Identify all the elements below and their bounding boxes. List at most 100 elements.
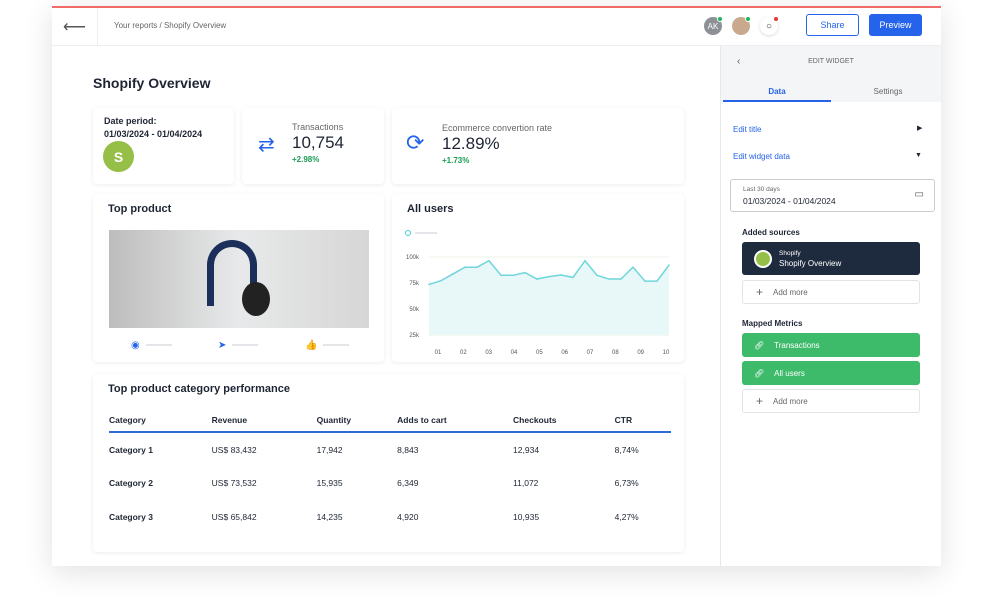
app-window: ⟵ Your reports / Shopify Overview AK ○ S… bbox=[52, 6, 941, 566]
panel-title: EDIT WIDGET bbox=[808, 58, 854, 65]
range-label: Last 30 days bbox=[743, 186, 780, 193]
refresh-icon: ⟳ bbox=[406, 130, 425, 155]
transactions-change: +2.98% bbox=[292, 155, 320, 164]
table-cell: Category 3 bbox=[109, 512, 153, 522]
avatar-initials: AK bbox=[707, 21, 719, 31]
tab-settings[interactable]: Settings bbox=[873, 87, 903, 96]
all-users-card[interactable]: All users 100k 75k 50k 25k 01 02 03 04 05 06 07 08 0… bbox=[392, 194, 684, 362]
y-tick-label: 25k bbox=[409, 333, 420, 339]
metric-label: All users bbox=[774, 368, 805, 378]
avatar[interactable]: AK bbox=[704, 16, 723, 35]
shopify-logo-icon bbox=[754, 249, 772, 268]
y-tick-label: 50k bbox=[409, 307, 420, 313]
table-cell: 8,74% bbox=[614, 444, 639, 455]
views-icon: ◉ bbox=[131, 340, 172, 351]
source-type: Shopify bbox=[779, 249, 801, 257]
x-tick-label: 10 bbox=[663, 350, 670, 356]
data-point bbox=[536, 278, 538, 280]
added-sources-label: Added sources bbox=[742, 228, 800, 237]
table-cell: 4,920 bbox=[397, 512, 419, 522]
table-title: Top product category performance bbox=[108, 383, 290, 395]
table-cell: US$ 73,532 bbox=[211, 478, 257, 488]
table-row: Category 2 US$ 73,532 15,935 6,349 11,072 6,7… bbox=[109, 466, 671, 500]
table-cell: 6,73% bbox=[614, 478, 639, 488]
table-row: Category 3 US$ 65,842 14,235 4,920 10,935 4,2… bbox=[109, 500, 671, 534]
category-table: Category Revenue Quantity Adds to cart Check… bbox=[109, 408, 671, 534]
area-fill bbox=[429, 260, 669, 335]
data-point bbox=[668, 264, 670, 266]
edit-title-link[interactable]: Edit title bbox=[733, 125, 762, 134]
data-point bbox=[440, 279, 442, 282]
conversion-change: +1.73% bbox=[442, 156, 470, 165]
data-point bbox=[476, 266, 478, 268]
transactions-card[interactable]: ⇄ Transactions 10,754 +2.98% bbox=[242, 108, 384, 184]
caret-down-icon[interactable]: ▼ bbox=[915, 152, 922, 159]
table-cell: 8,843 bbox=[397, 444, 419, 455]
data-point bbox=[644, 280, 646, 282]
transactions-label: Transactions bbox=[292, 122, 344, 132]
all-users-chart: 100k 75k 50k 25k 01 02 03 04 05 06 07 08 09 10 bbox=[404, 229, 670, 356]
data-point bbox=[500, 274, 502, 277]
comment-icon[interactable]: ○ bbox=[760, 16, 779, 35]
preview-button[interactable]: Preview bbox=[869, 14, 922, 36]
data-point bbox=[512, 274, 514, 277]
data-point bbox=[656, 280, 658, 282]
edit-widget-data-link[interactable]: Edit widget data bbox=[733, 152, 790, 161]
conversion-card[interactable]: ⟳ Ecommerce convertion rate 12.89% +1.73… bbox=[392, 108, 684, 184]
conversion-value: 12.89% bbox=[442, 134, 500, 153]
back-arrow-icon[interactable]: ⟵ bbox=[52, 8, 98, 46]
table-cell: US$ 83,432 bbox=[211, 444, 257, 455]
data-point bbox=[524, 271, 526, 274]
share-button[interactable]: Share bbox=[806, 14, 859, 36]
date-period-card[interactable]: Date period: 01/03/2024 - 01/04/2024 S bbox=[93, 108, 234, 184]
table-row: Category 1 US$ 83,432 17,942 8,843 12,934 8,7… bbox=[109, 432, 671, 466]
table-cell: Category 1 bbox=[109, 444, 153, 455]
metric-label: Transactions bbox=[774, 340, 820, 350]
data-point bbox=[632, 266, 634, 268]
breadcrumb[interactable]: Your reports / Shopify Overview bbox=[114, 21, 227, 30]
x-tick-label: 08 bbox=[612, 350, 619, 356]
send-icon: ➤ bbox=[218, 340, 259, 351]
all-users-title: All users bbox=[407, 203, 454, 215]
edit-widget-panel: ‹ EDIT WIDGET Data Settings Edit title ▶… bbox=[720, 46, 941, 566]
link-icon: 🔗︎ bbox=[754, 368, 765, 378]
column-header: CTR bbox=[614, 408, 671, 433]
column-header: Adds to cart bbox=[397, 408, 514, 433]
link-icon: 🔗︎ bbox=[754, 340, 765, 350]
transfer-arrows-icon: ⇄ bbox=[258, 134, 275, 156]
x-tick-label: 04 bbox=[511, 350, 518, 356]
metric-transactions[interactable]: 🔗︎ Transactions bbox=[742, 333, 920, 357]
add-metric-button[interactable]: + Add more bbox=[742, 389, 920, 413]
data-point bbox=[560, 274, 562, 276]
top-product-card[interactable]: Top product ◉ ➤ 👍 bbox=[93, 194, 384, 362]
column-header: Quantity bbox=[316, 408, 398, 433]
shopify-logo-icon: S bbox=[103, 141, 134, 172]
add-source-button[interactable]: + Add more bbox=[742, 280, 920, 304]
avatar-photo[interactable] bbox=[732, 16, 751, 35]
column-header: Category bbox=[109, 408, 212, 433]
tab-data[interactable]: Data bbox=[723, 84, 831, 102]
column-header: Checkouts bbox=[513, 408, 615, 433]
plus-icon: + bbox=[756, 285, 764, 299]
table-cell: US$ 65,842 bbox=[211, 512, 257, 522]
table-cell: 10,935 bbox=[513, 512, 540, 522]
data-point bbox=[464, 266, 466, 268]
data-point bbox=[596, 274, 598, 277]
add-more-label: Add more bbox=[773, 396, 808, 406]
legend-placeholder bbox=[415, 232, 437, 234]
data-point bbox=[608, 278, 610, 280]
report-canvas: Shopify Overview Date period: 01/03/2024… bbox=[52, 46, 720, 566]
date-range-picker[interactable]: Last 30 days 01/03/2024 - 01/04/2024 ▭ bbox=[730, 179, 935, 212]
date-label: Date period: bbox=[104, 116, 157, 126]
data-point bbox=[620, 278, 622, 280]
page-title: Shopify Overview bbox=[93, 75, 211, 91]
range-value: 01/03/2024 - 01/04/2024 bbox=[743, 196, 836, 206]
category-table-card: Top product category performance Categor… bbox=[93, 374, 684, 552]
caret-right-icon[interactable]: ▶ bbox=[917, 125, 923, 132]
x-tick-label: 03 bbox=[485, 350, 492, 356]
chevron-left-icon[interactable]: ‹ bbox=[737, 56, 741, 67]
source-shopify[interactable]: Shopify Shopify Overview bbox=[742, 242, 920, 275]
product-image bbox=[109, 230, 369, 328]
metric-all-users[interactable]: 🔗︎ All users bbox=[742, 361, 920, 385]
data-point bbox=[452, 273, 454, 275]
